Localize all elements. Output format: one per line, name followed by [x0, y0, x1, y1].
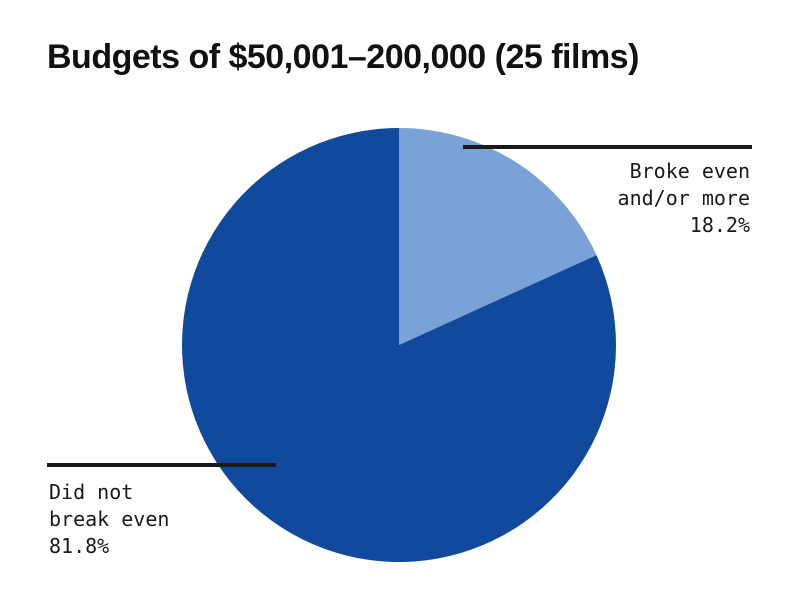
slice-category-label-1: Broke even	[630, 159, 750, 183]
slice-category-label-2: break even	[49, 507, 169, 531]
slice-category-label-2: Did not	[49, 480, 133, 504]
chart-title: Budgets of $50,001–200,000 (25 films)	[47, 38, 639, 76]
slice-category-label-1: and/or more	[618, 186, 750, 210]
slice-value-label-1: 18.2%	[690, 213, 750, 237]
slice-value-label-2: 81.8%	[49, 534, 109, 558]
pie-slice-2	[181, 128, 616, 562]
pie-slice-1	[399, 128, 597, 345]
